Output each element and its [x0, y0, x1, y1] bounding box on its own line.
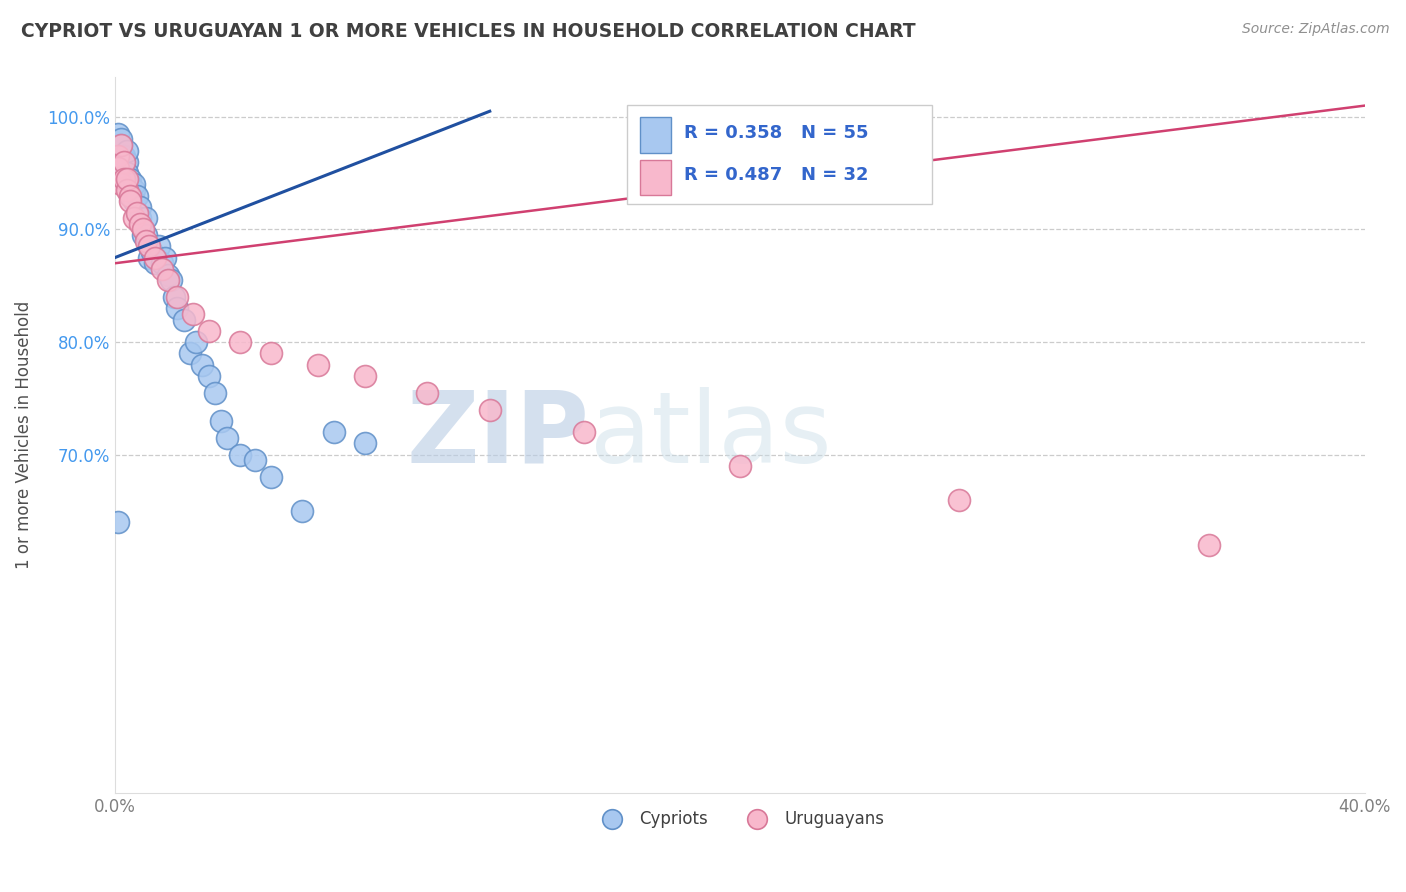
Point [117, 155, 139, 169]
Point [110, 144, 132, 158]
Point [107, 127, 129, 141]
Point [117, 171, 139, 186]
Point [132, 222, 155, 236]
Text: R = 0.358   N = 55: R = 0.358 N = 55 [683, 123, 868, 142]
Point [245, 453, 267, 467]
Point [229, 448, 252, 462]
Point [150, 261, 173, 276]
Point [353, 436, 375, 450]
Point [209, 414, 232, 428]
Point [135, 211, 157, 226]
Point [191, 358, 214, 372]
Point [181, 307, 204, 321]
Point [322, 425, 344, 440]
Point [125, 188, 148, 202]
Point [128, 211, 150, 226]
Point [110, 132, 132, 146]
Point [148, 239, 170, 253]
Point [260, 470, 283, 484]
FancyBboxPatch shape [627, 104, 932, 204]
FancyBboxPatch shape [640, 160, 671, 195]
Point [260, 346, 283, 360]
Point [179, 346, 201, 360]
Point [112, 171, 135, 186]
Point [204, 385, 226, 400]
Point [122, 178, 145, 192]
Point [160, 273, 183, 287]
Point [166, 290, 188, 304]
Point [229, 335, 252, 350]
Point [135, 234, 157, 248]
Text: CYPRIOT VS URUGUAYAN 1 OR MORE VEHICLES IN HOUSEHOLD CORRELATION CHART: CYPRIOT VS URUGUAYAN 1 OR MORE VEHICLES … [21, 22, 915, 41]
Point [184, 335, 207, 350]
Text: ZIP: ZIP [406, 386, 589, 483]
Point [117, 144, 139, 158]
Point [135, 228, 157, 243]
Point [478, 402, 501, 417]
Point [163, 290, 186, 304]
Point [145, 256, 167, 270]
Point [110, 138, 132, 153]
Point [120, 188, 142, 202]
Point [125, 205, 148, 219]
Point [107, 138, 129, 153]
Point [141, 245, 163, 260]
Point [117, 183, 139, 197]
FancyBboxPatch shape [640, 117, 671, 153]
Point [166, 301, 188, 316]
Text: atlas: atlas [589, 386, 831, 483]
Point [107, 161, 129, 175]
Point [110, 166, 132, 180]
Point [572, 425, 595, 440]
Point [110, 178, 132, 192]
Point [117, 178, 139, 192]
Point [112, 171, 135, 186]
Point [353, 368, 375, 383]
Point [153, 251, 176, 265]
Y-axis label: 1 or more Vehicles in Household: 1 or more Vehicles in Household [15, 301, 32, 569]
Legend: Cypriots, Uruguayans: Cypriots, Uruguayans [589, 803, 891, 834]
Point [145, 251, 167, 265]
Point [122, 194, 145, 209]
Point [291, 504, 314, 518]
Point [112, 155, 135, 169]
Point [107, 149, 129, 163]
Point [197, 368, 219, 383]
Point [107, 516, 129, 530]
Point [138, 251, 160, 265]
Point [128, 200, 150, 214]
Point [120, 171, 142, 186]
Point [117, 166, 139, 180]
Point [120, 188, 142, 202]
Point [122, 183, 145, 197]
Point [120, 194, 142, 209]
Point [1198, 538, 1220, 552]
Point [173, 312, 195, 326]
Point [120, 178, 142, 192]
Point [112, 149, 135, 163]
Point [132, 222, 155, 236]
Point [138, 239, 160, 253]
Point [156, 268, 179, 282]
Point [125, 205, 148, 219]
Point [132, 228, 155, 243]
Text: R = 0.487   N = 32: R = 0.487 N = 32 [683, 167, 868, 185]
Text: Source: ZipAtlas.com: Source: ZipAtlas.com [1241, 22, 1389, 37]
Point [107, 149, 129, 163]
Point [948, 492, 970, 507]
Point [728, 458, 751, 473]
Point [150, 256, 173, 270]
Point [112, 161, 135, 175]
Point [138, 239, 160, 253]
Point [307, 358, 329, 372]
Point [112, 155, 135, 169]
Point [110, 138, 132, 153]
Point [217, 431, 239, 445]
Point [128, 217, 150, 231]
Point [156, 273, 179, 287]
Point [197, 324, 219, 338]
Point [416, 385, 439, 400]
Point [122, 211, 145, 226]
